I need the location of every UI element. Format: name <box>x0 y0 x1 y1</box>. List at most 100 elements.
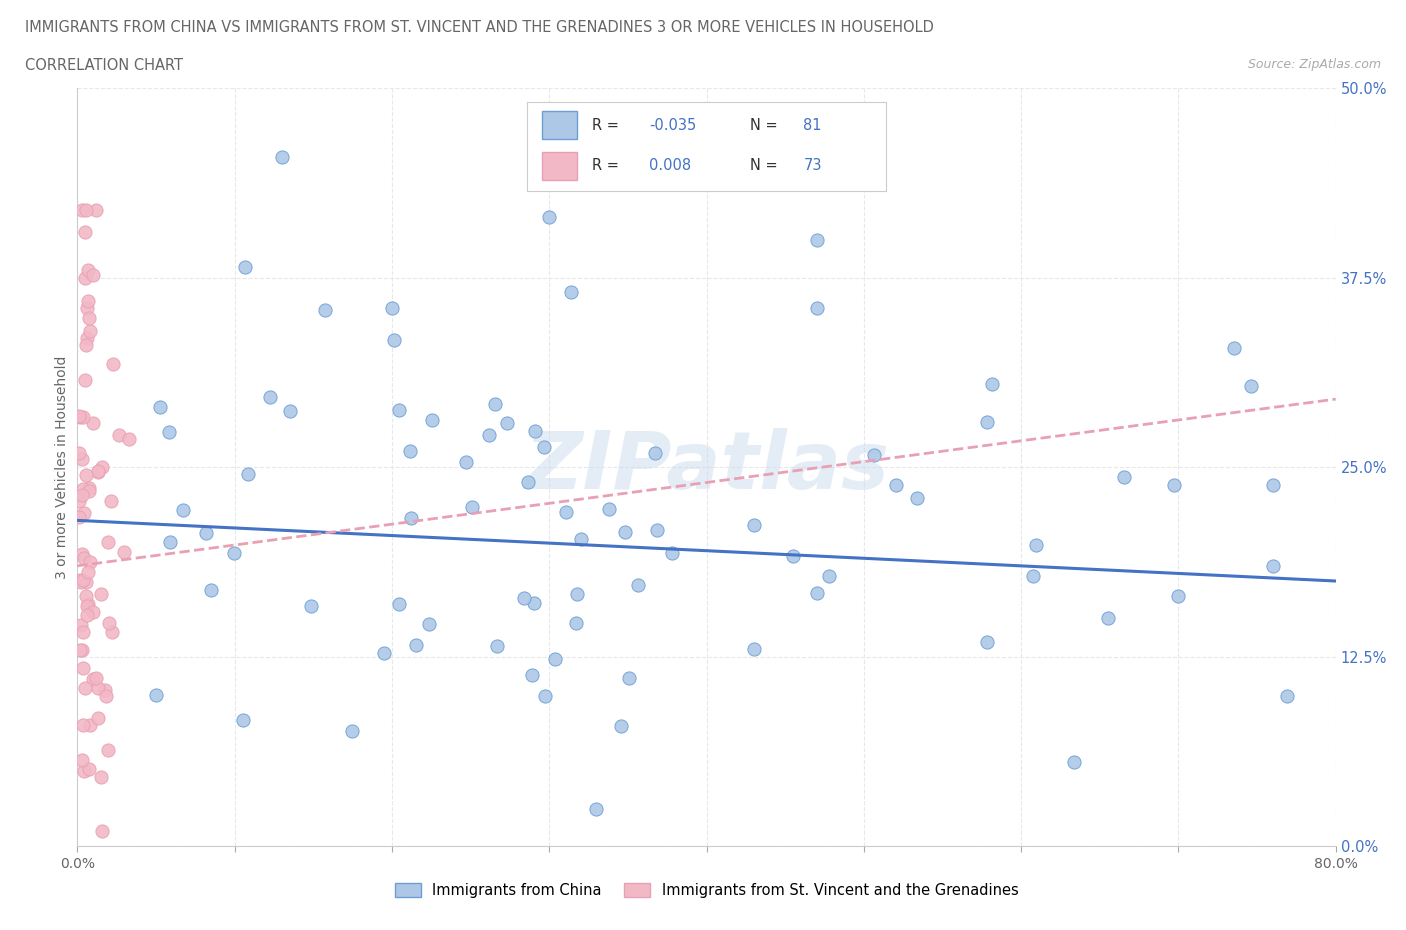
Point <box>72 763 94 777</box>
Point <box>82 604 104 619</box>
Point <box>97 535 120 550</box>
Point <box>72 752 94 767</box>
Point <box>94 688 117 703</box>
Point <box>76 331 98 346</box>
Point <box>1240 379 1263 394</box>
Point <box>72 717 94 732</box>
Point <box>100 494 122 509</box>
Point <box>70 643 93 658</box>
Point <box>87 681 110 696</box>
Point <box>94 683 117 698</box>
Point <box>523 595 546 610</box>
Point <box>661 545 683 560</box>
Point <box>905 491 928 506</box>
Point <box>1261 558 1284 573</box>
Point <box>484 396 506 411</box>
Point <box>70 575 93 590</box>
Point <box>399 511 422 525</box>
Point <box>75 468 97 483</box>
Point <box>232 712 254 727</box>
Point <box>454 455 477 470</box>
Point <box>976 415 998 430</box>
Point <box>76 565 98 579</box>
Point <box>77 481 100 496</box>
Point <box>461 499 484 514</box>
Point <box>73 372 96 387</box>
Point <box>384 333 406 348</box>
Point <box>73 506 96 521</box>
Point <box>101 356 124 371</box>
Point <box>79 554 101 569</box>
Point <box>69 573 91 588</box>
Point <box>617 671 640 685</box>
Point <box>108 427 131 442</box>
Point <box>77 484 100 498</box>
Point <box>67 445 90 460</box>
Point <box>77 597 100 612</box>
Point <box>340 724 363 738</box>
Point <box>70 202 93 217</box>
Point <box>270 149 292 164</box>
Point <box>82 268 104 283</box>
Point <box>233 259 256 274</box>
Point <box>742 642 765 657</box>
Point <box>1025 538 1047 552</box>
Point <box>513 591 536 606</box>
Text: Source: ZipAtlas.com: Source: ZipAtlas.com <box>1247 58 1381 71</box>
Point <box>200 582 222 597</box>
Point <box>87 711 110 725</box>
Point <box>388 596 411 611</box>
Point <box>555 505 578 520</box>
Point <box>373 645 395 660</box>
Point <box>72 410 94 425</box>
Point <box>1163 477 1185 492</box>
Legend: Immigrants from China, Immigrants from St. Vincent and the Grenadines: Immigrants from China, Immigrants from S… <box>388 877 1025 903</box>
Point <box>75 575 97 590</box>
Text: ZIPatlas: ZIPatlas <box>524 429 889 506</box>
Point <box>981 377 1004 392</box>
Point <box>112 545 135 560</box>
Point <box>585 802 607 817</box>
Point <box>145 687 167 702</box>
Point <box>782 549 804 564</box>
Y-axis label: 3 or more Vehicles in Household: 3 or more Vehicles in Household <box>55 355 69 579</box>
Point <box>149 399 172 414</box>
Text: -0.035: -0.035 <box>650 118 696 133</box>
Point <box>90 769 112 784</box>
Point <box>818 568 841 583</box>
Point <box>77 762 100 777</box>
Point <box>560 285 582 299</box>
Point <box>77 293 100 308</box>
Point <box>77 263 100 278</box>
Point <box>72 660 94 675</box>
Point <box>399 444 422 458</box>
Point <box>87 465 110 480</box>
Point <box>381 300 404 315</box>
Point <box>75 225 97 240</box>
Point <box>485 638 508 653</box>
Point <box>1277 688 1299 703</box>
Text: IMMIGRANTS FROM CHINA VS IMMIGRANTS FROM ST. VINCENT AND THE GRENADINES 3 OR MOR: IMMIGRANTS FROM CHINA VS IMMIGRANTS FROM… <box>25 20 934 35</box>
Point <box>91 824 114 839</box>
Point <box>627 578 650 592</box>
FancyBboxPatch shape <box>541 152 578 180</box>
Text: 73: 73 <box>803 158 823 173</box>
Point <box>418 616 440 631</box>
Point <box>172 502 194 517</box>
Point <box>565 616 588 631</box>
Text: N =: N = <box>749 118 782 133</box>
Text: N =: N = <box>749 158 782 173</box>
Point <box>862 447 884 462</box>
Point <box>517 474 540 489</box>
Point <box>72 572 94 587</box>
Point <box>67 408 90 423</box>
Point <box>90 586 112 601</box>
Point <box>70 451 93 466</box>
Point <box>806 232 828 247</box>
Point <box>86 463 108 478</box>
Point <box>70 618 93 632</box>
Point <box>76 598 98 613</box>
Point <box>70 488 93 503</box>
Point <box>1097 610 1119 625</box>
Point <box>67 510 90 525</box>
